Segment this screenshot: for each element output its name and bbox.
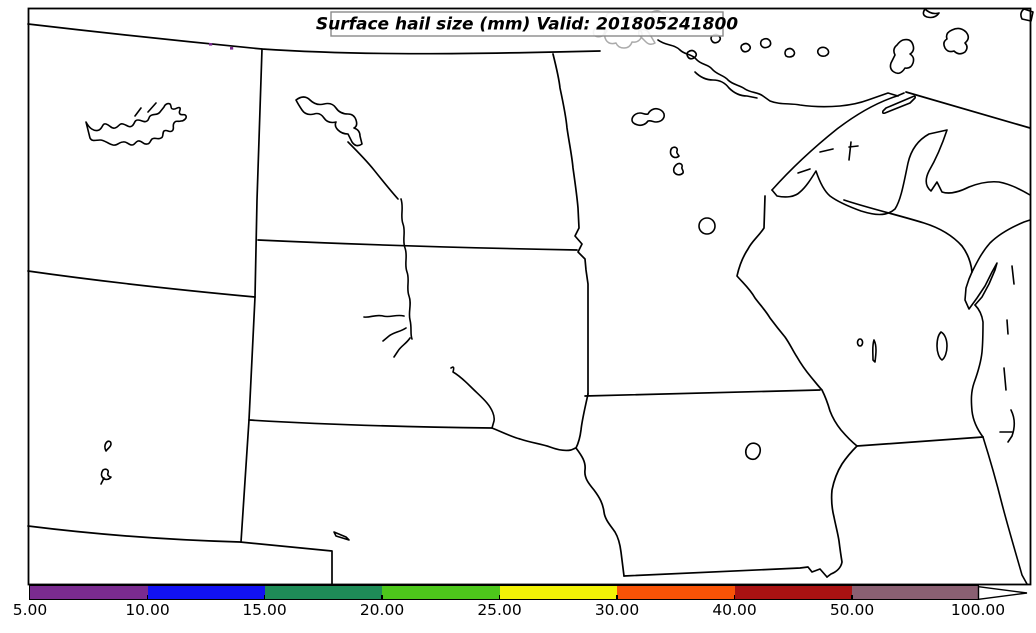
colorbar-tick-label: 100.00	[950, 601, 1006, 619]
boundary-waters-chain	[657, 39, 899, 108]
colorbar-boundary-tick	[381, 594, 383, 599]
colorbar-segment	[382, 586, 500, 599]
canada-border-49n	[27, 23, 601, 55]
border-lake-islands	[686, 33, 830, 60]
canadian-shore-blobs	[889, 8, 1034, 75]
border-nd-sd	[257, 239, 578, 251]
border-41n-102w	[27, 525, 333, 585]
colorbar-segment	[499, 586, 617, 599]
border-mn-west	[552, 53, 589, 395]
lake-sakakawea	[295, 96, 363, 147]
border-missouri-sd-ne	[491, 427, 577, 452]
border-mississippi	[736, 195, 858, 578]
border-missouri-ne-ia	[575, 447, 625, 577]
colorbar-segments	[30, 586, 978, 599]
hail-data-point	[209, 43, 213, 46]
isle-royale	[881, 95, 916, 115]
colorbar-boundary-tick	[851, 594, 853, 599]
colorbar-segment	[30, 586, 148, 599]
mille-lacs-lake	[698, 217, 716, 235]
lake-francis-case	[450, 366, 495, 429]
colorbar-tick-label: 10.00	[125, 601, 170, 619]
title-box-frame	[330, 11, 724, 37]
colorbar-tick-label: 5.00	[12, 601, 48, 619]
colorbar-boundary-tick	[263, 594, 266, 599]
border-wi-mi	[843, 199, 973, 273]
colorbar-boundary-tick	[616, 594, 618, 599]
hail-data-point	[230, 47, 234, 50]
state-borders	[27, 23, 1031, 585]
colorbar-boundary-tick	[146, 594, 149, 599]
lake-michigan-south-shore	[982, 436, 1028, 585]
colorbar-tick-label: 25.00	[477, 601, 522, 619]
michigan-lower-peninsula-fragments	[999, 265, 1016, 443]
colorbar-boundary-tick	[498, 594, 501, 599]
colorbar-tick-label: 50.00	[829, 601, 875, 619]
colorbar-boundary-tick	[733, 594, 736, 599]
border-big-sioux	[575, 393, 589, 449]
map-frame	[27, 7, 1032, 586]
fort-peck-lake	[85, 102, 187, 146]
colorbar-tick-label: 20.00	[359, 601, 405, 619]
upper-peninsula-south-shore	[971, 219, 1031, 273]
clear-lake-iowa	[744, 442, 762, 461]
lake-superior-south-shore	[771, 129, 1031, 216]
wyoming-lakes	[100, 440, 112, 485]
colorbar-segment	[617, 586, 735, 599]
colorbar-segment	[147, 586, 265, 599]
hail-points	[209, 43, 234, 50]
colorbar-segment	[852, 586, 978, 599]
leech-lake	[669, 146, 685, 176]
map-title: Surface hail size (mm) Valid: 2018052418…	[316, 15, 738, 35]
boundary-waters-lakes	[694, 71, 758, 99]
lake-superior-north-shore	[771, 92, 905, 191]
door-peninsula-green-bay	[964, 262, 998, 310]
border-wi-il	[856, 436, 984, 447]
colorbar-segment	[734, 586, 852, 599]
missouri-river-nd	[347, 141, 399, 200]
colorbar-extend-arrow	[977, 585, 1028, 601]
extend-triangle	[977, 585, 1028, 601]
border-ia-mo	[623, 566, 828, 578]
border-mn-ia	[584, 389, 821, 397]
lake-mcconaughy	[333, 531, 350, 541]
border-sd-ne	[248, 419, 493, 429]
red-lakes	[631, 107, 665, 127]
border-mt-wy	[27, 270, 256, 298]
colorbar-tick-label: 30.00	[594, 601, 640, 619]
superior-water-boundary-dashes	[797, 141, 859, 174]
canada-border-superior	[905, 91, 1031, 129]
lake-michigan-west-shore	[970, 304, 984, 438]
title-box: Surface hail size (mm) Valid: 2018052418…	[316, 11, 738, 37]
lake-oahe	[363, 198, 413, 358]
coastlines-rivers-lakes	[85, 8, 1034, 585]
colorbar	[29, 585, 979, 600]
colorbar-tick-label: 40.00	[712, 601, 757, 619]
colorbar-segment	[264, 586, 382, 599]
colorbar-tick-label: 15.00	[242, 601, 287, 619]
wisconsin-lakes	[856, 331, 948, 363]
